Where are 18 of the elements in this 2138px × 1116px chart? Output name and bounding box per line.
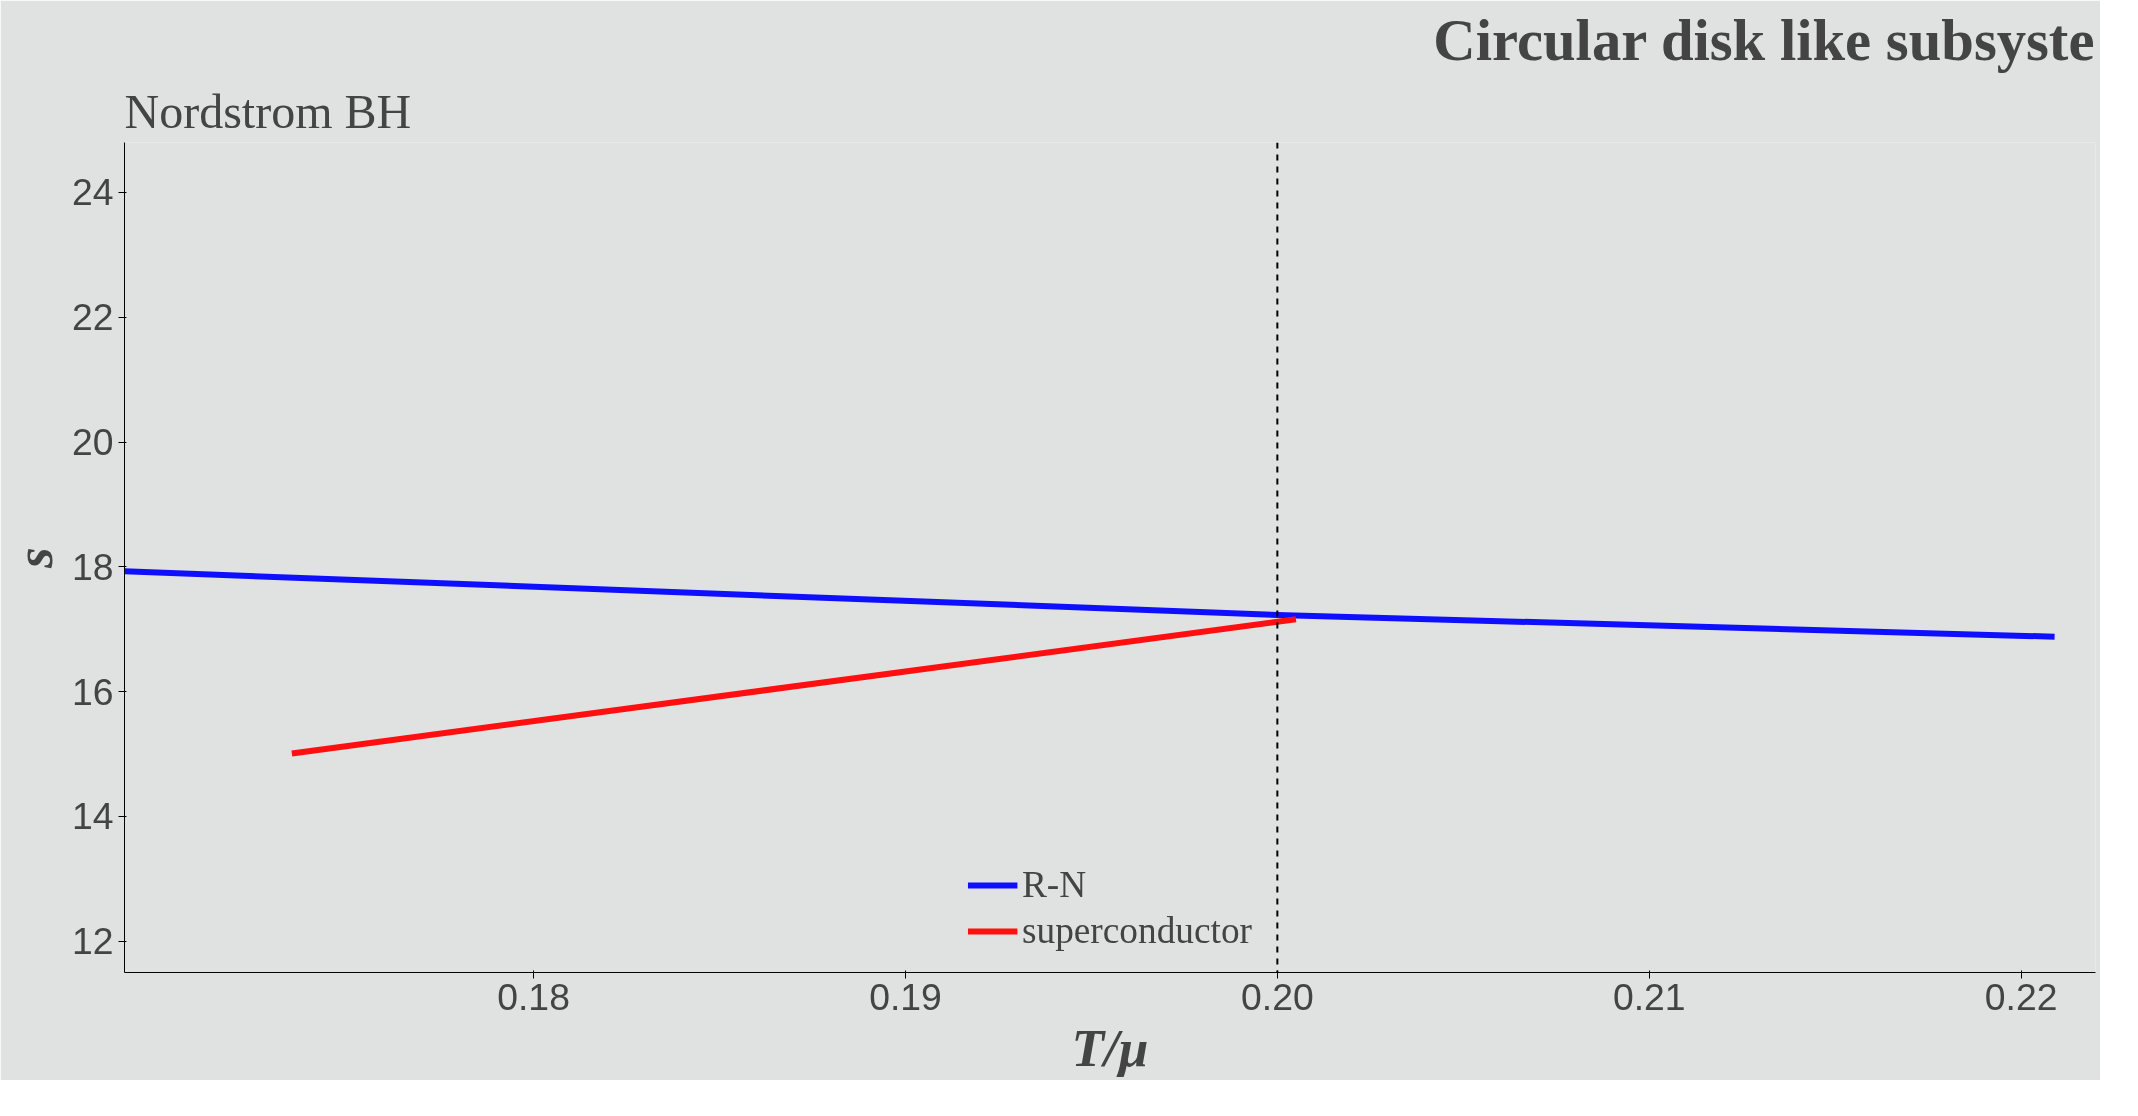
x-tick-label: 0.20 — [1241, 975, 1314, 1018]
y-tick-label: 18 — [71, 545, 114, 588]
y-tick-label: 14 — [71, 795, 114, 838]
y-tick-label: 20 — [71, 421, 114, 464]
y-tick-label: 24 — [71, 171, 114, 214]
chart-subtitle: Circular disk like subsyste — [1433, 7, 2095, 73]
legend-label: superconductor — [1021, 909, 1253, 952]
x-axis-title: T/μ — [1071, 1017, 1149, 1078]
y-tick-label: 22 — [71, 296, 114, 339]
x-tick-label: 0.22 — [1984, 975, 2058, 1018]
y-tick-label: 12 — [71, 920, 114, 963]
y-axis-title: s — [3, 547, 64, 569]
x-tick-label: 0.19 — [869, 975, 942, 1018]
x-tick-label: 0.18 — [497, 975, 570, 1018]
chart-title: Nordstrom BH — [124, 84, 412, 138]
legend-label: R-N — [1021, 863, 1087, 906]
y-tick-label: 16 — [71, 670, 114, 713]
x-tick-label: 0.21 — [1612, 975, 1686, 1018]
